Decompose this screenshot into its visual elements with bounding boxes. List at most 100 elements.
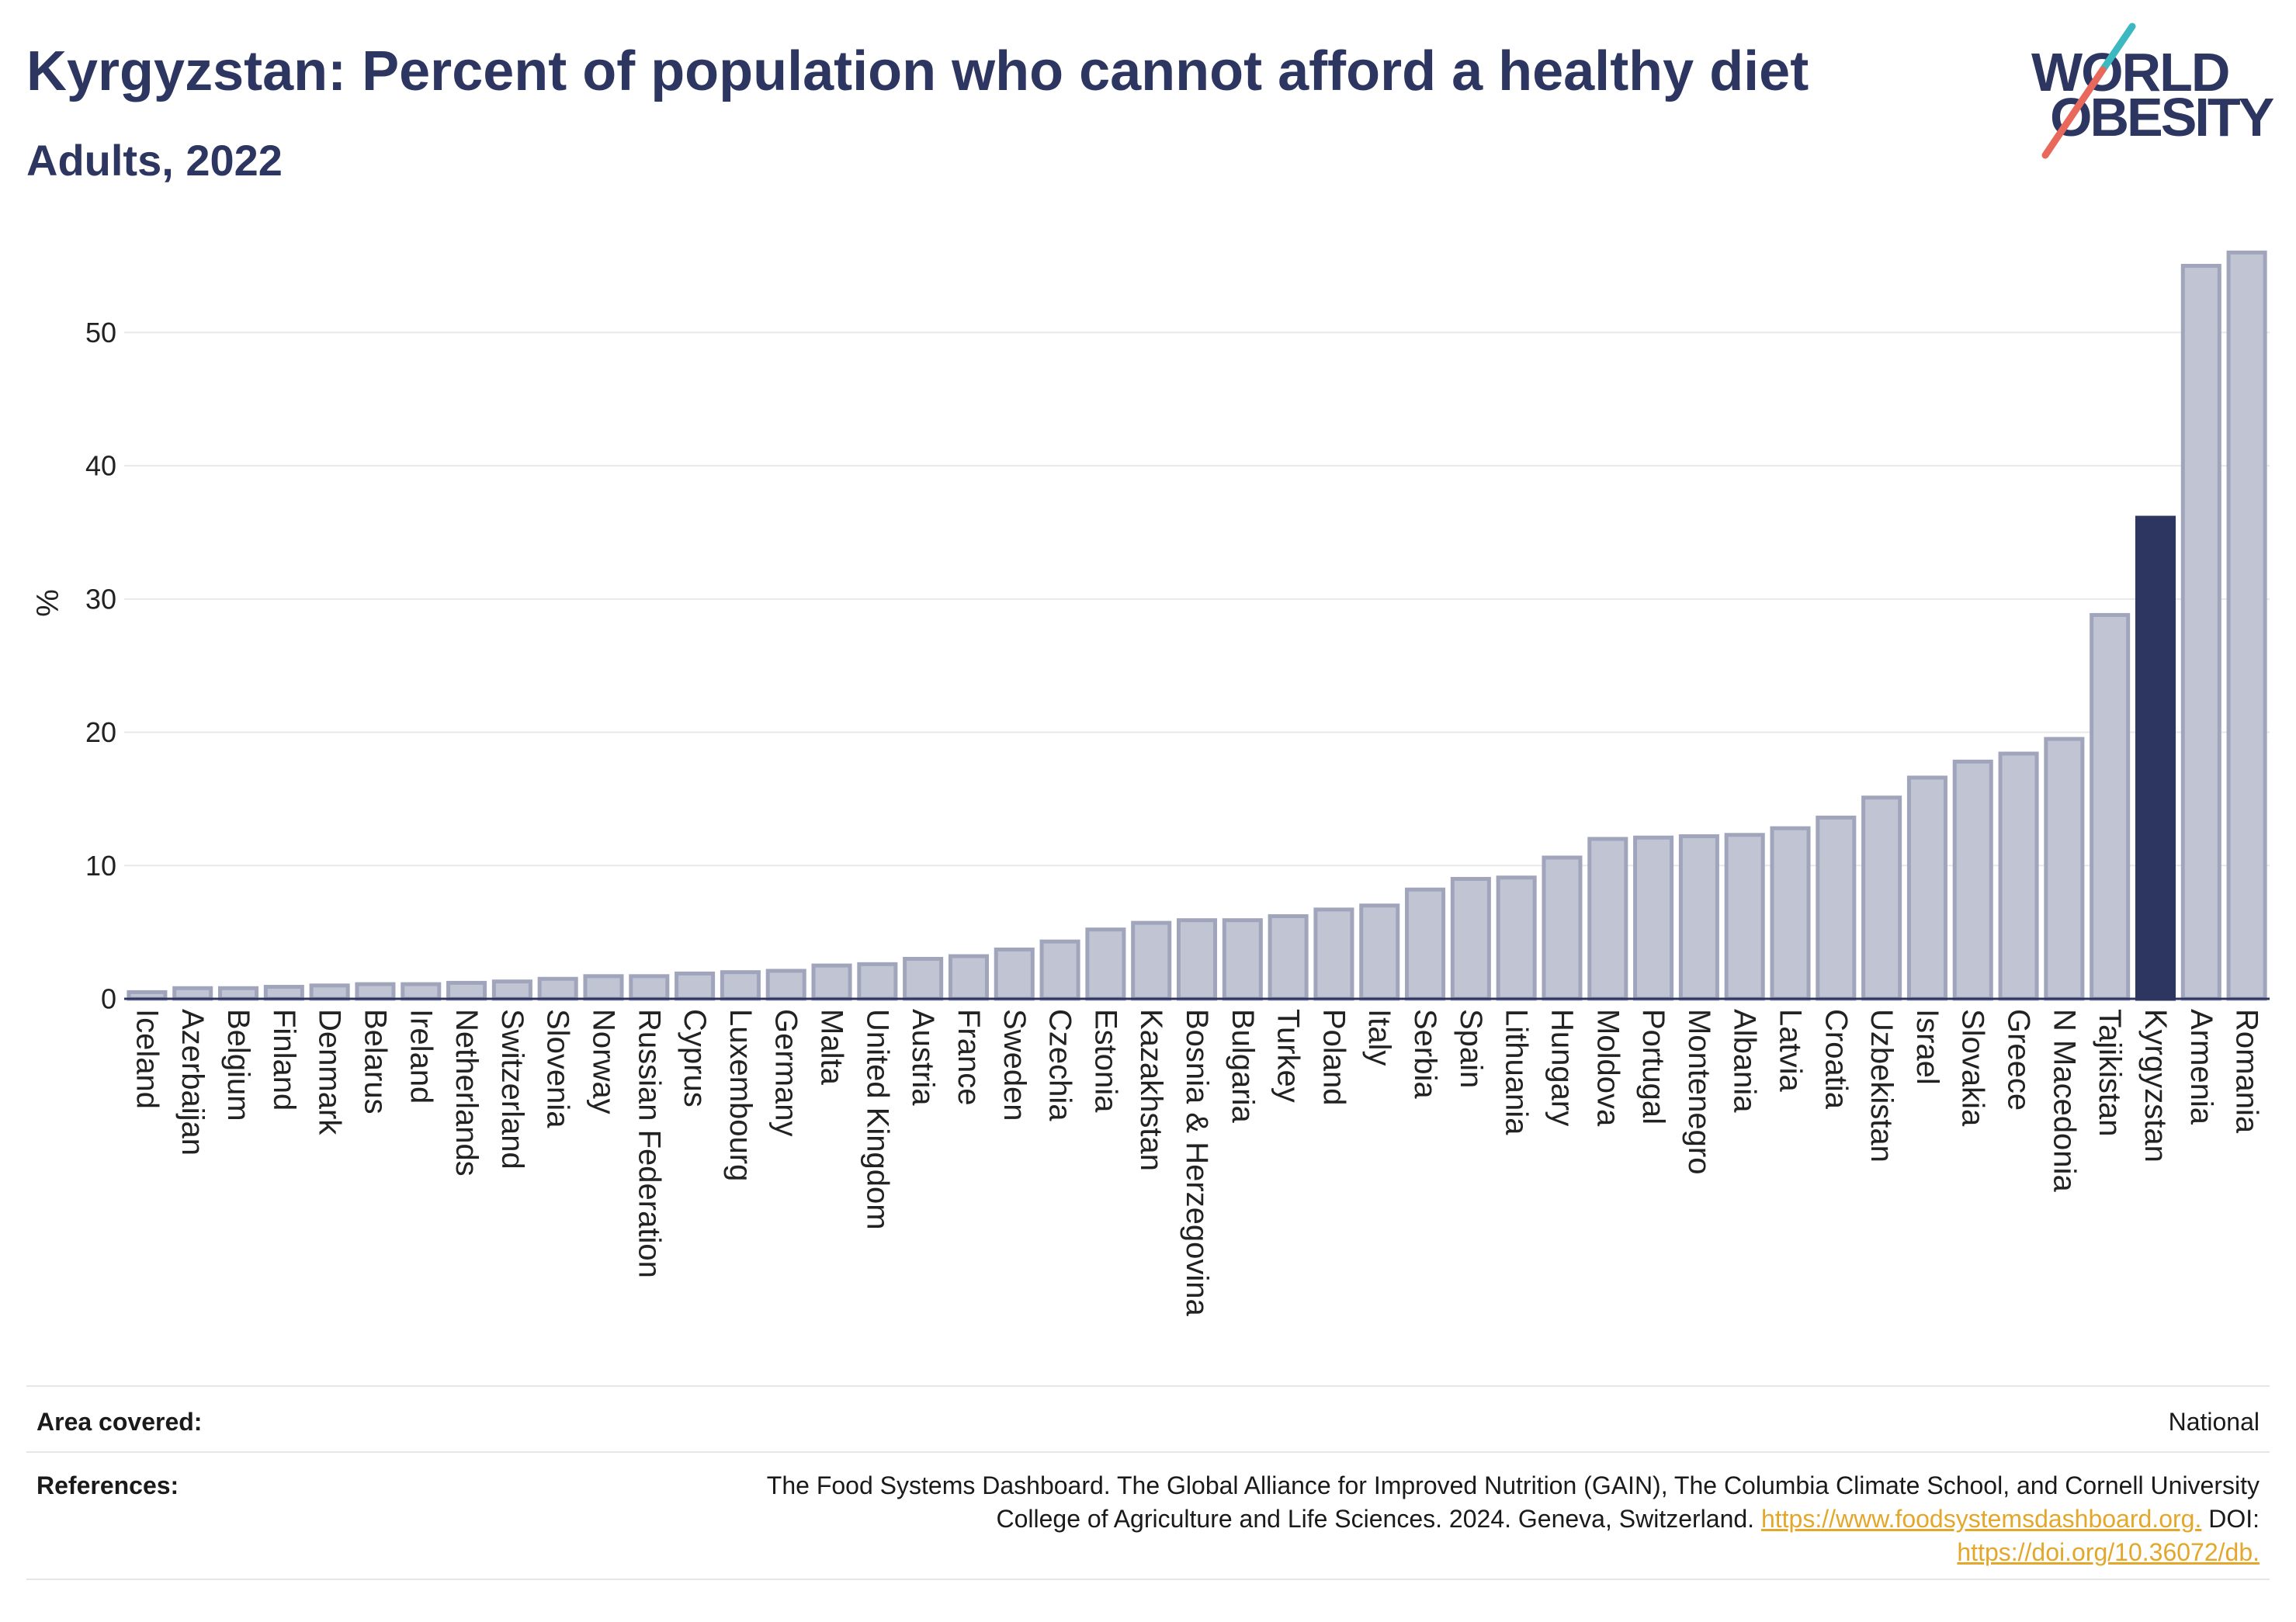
bar-norway bbox=[583, 974, 624, 1001]
x-tick-label-bulgaria: Bulgaria bbox=[1226, 1009, 1260, 1124]
footer-divider-bottom bbox=[26, 1579, 2270, 1580]
chart-title: Kyrgyzstan: Percent of population who ca… bbox=[26, 40, 1809, 102]
bar-france bbox=[948, 954, 989, 1001]
doi-link[interactable]: https://doi.org/10.36072/db. bbox=[1957, 1538, 2260, 1566]
area-covered-label: Area covered: bbox=[36, 1408, 203, 1436]
y-tick-label-40: 40 bbox=[85, 450, 116, 482]
x-tick-label-denmark: Denmark bbox=[313, 1009, 347, 1135]
bar-turkey bbox=[1268, 914, 1309, 1001]
bar-luxembourg bbox=[720, 970, 761, 1001]
bar-russian-federation bbox=[629, 974, 670, 1001]
bar-bosnia-and-herzegovina bbox=[1176, 918, 1218, 1001]
y-axis-ticks: 0 10 20 30 40 50 bbox=[85, 317, 116, 1015]
references-line-1: The Food Systems Dashboard. The Global A… bbox=[766, 1471, 2260, 1499]
x-tick-label-czechia: Czechia bbox=[1043, 1009, 1077, 1121]
bar-italy bbox=[1359, 903, 1400, 1001]
bar-serbia bbox=[1405, 887, 1446, 1001]
references-line-2: College of Agriculture and Life Sciences… bbox=[767, 1502, 2260, 1536]
x-tick-label-portugal: Portugal bbox=[1636, 1009, 1670, 1125]
bar-bulgaria bbox=[1222, 918, 1263, 1001]
x-tick-label-uzbekistan: Uzbekistan bbox=[1864, 1009, 1899, 1163]
food-systems-dashboard-link[interactable]: https://www.foodsystemsdashboard.org. bbox=[1760, 1505, 2202, 1533]
bar-spain bbox=[1450, 876, 1491, 1001]
x-tick-label-italy: Italy bbox=[1362, 1009, 1396, 1066]
bar-armenia bbox=[2180, 264, 2221, 1001]
bar-poland bbox=[1313, 907, 1354, 1001]
y-tick-label-30: 30 bbox=[85, 583, 116, 615]
x-tick-label-belarus: Belarus bbox=[358, 1009, 392, 1114]
bar-albania bbox=[1724, 833, 1765, 1001]
y-axis-label: % bbox=[31, 589, 65, 617]
x-tick-label-kyrgyzstan: Kyrgyzstan bbox=[2138, 1009, 2173, 1163]
bar-greece bbox=[1998, 751, 2039, 1001]
x-tick-label-tajikistan: Tajikistan bbox=[2093, 1009, 2127, 1137]
world-obesity-logo: WORLD OBESITY bbox=[2018, 16, 2282, 171]
x-tick-label-lithuania: Lithuania bbox=[1500, 1009, 1534, 1135]
y-tick-label-50: 50 bbox=[85, 317, 116, 348]
bar-slovenia bbox=[537, 976, 578, 1001]
area-covered-value: National bbox=[2168, 1408, 2260, 1436]
bar-montenegro bbox=[1678, 834, 1719, 1001]
bar-kazakhstan bbox=[1131, 920, 1172, 1001]
bars bbox=[127, 250, 2267, 1001]
bar-moldova bbox=[1587, 837, 1628, 1001]
bar-netherlands bbox=[446, 980, 487, 1001]
bar-belarus bbox=[355, 982, 396, 1001]
bar-sweden bbox=[994, 947, 1035, 1001]
bar-switzerland bbox=[491, 979, 532, 1001]
bar-belgium bbox=[217, 986, 259, 1001]
bar-denmark bbox=[309, 983, 350, 1001]
x-tick-label-estonia: Estonia bbox=[1088, 1009, 1122, 1113]
x-tick-label-ireland: Ireland bbox=[404, 1009, 438, 1104]
y-tick-label-10: 10 bbox=[85, 850, 116, 882]
x-tick-label-croatia: Croatia bbox=[1819, 1009, 1853, 1110]
x-tick-label-belgium: Belgium bbox=[221, 1009, 255, 1121]
x-tick-label-norway: Norway bbox=[586, 1009, 620, 1114]
bar-finland bbox=[263, 985, 304, 1001]
bar-united-kingdom bbox=[857, 962, 898, 1001]
x-tick-label-slovakia: Slovakia bbox=[1956, 1009, 1990, 1127]
x-tick-label-albania: Albania bbox=[1728, 1009, 1762, 1113]
footer-divider-middle bbox=[26, 1451, 2270, 1453]
x-tick-label-turkey: Turkey bbox=[1271, 1009, 1306, 1103]
bar-hungary bbox=[1542, 855, 1583, 1001]
x-tick-label-azerbaijan: Azerbaijan bbox=[175, 1009, 210, 1156]
x-tick-label-germany: Germany bbox=[769, 1009, 803, 1137]
x-tick-label-montenegro: Montenegro bbox=[1682, 1009, 1716, 1174]
x-tick-label-moldova: Moldova bbox=[1590, 1009, 1625, 1127]
bar-n-macedonia bbox=[2044, 736, 2085, 1001]
x-tick-label-kazakhstan: Kazakhstan bbox=[1134, 1009, 1168, 1171]
references-label: References: bbox=[36, 1471, 179, 1499]
gridlines bbox=[124, 331, 2270, 867]
logo-slash-icon bbox=[2041, 23, 2136, 159]
bar-azerbaijan bbox=[172, 986, 213, 1001]
chart-subtitle: Adults, 2022 bbox=[26, 136, 283, 185]
bar-austria bbox=[903, 956, 944, 1001]
logo-slash-top bbox=[2099, 23, 2136, 74]
y-tick-label-0: 0 bbox=[101, 983, 116, 1015]
bar-cyprus bbox=[675, 971, 716, 1001]
x-tick-label-poland: Poland bbox=[1316, 1009, 1351, 1106]
bar-czechia bbox=[1039, 939, 1080, 1001]
bar-romania bbox=[2226, 250, 2267, 1001]
bar-malta bbox=[811, 963, 852, 1001]
references-text: The Food Systems Dashboard. The Global A… bbox=[767, 1469, 2260, 1569]
x-tick-label-iceland: Iceland bbox=[130, 1009, 164, 1109]
references-line-2-text: College of Agriculture and Life Sciences… bbox=[996, 1505, 1755, 1533]
bar-tajikistan bbox=[2090, 612, 2131, 1001]
bar-uzbekistan bbox=[1861, 795, 1902, 1001]
bar-slovakia bbox=[1952, 759, 1993, 1001]
x-tick-label-finland: Finland bbox=[267, 1009, 301, 1111]
x-tick-label-serbia: Serbia bbox=[1408, 1009, 1442, 1099]
x-tick-label-israel: Israel bbox=[1910, 1009, 1944, 1085]
x-tick-label-greece: Greece bbox=[2002, 1009, 2036, 1111]
logo-word-obesity: OBESITY bbox=[2050, 87, 2274, 147]
bar-estonia bbox=[1085, 927, 1126, 1001]
bar-lithuania bbox=[1496, 875, 1537, 1001]
bar-kyrgyzstan bbox=[2135, 515, 2176, 1001]
bar-portugal bbox=[1633, 835, 1674, 1001]
x-tick-label-malta: Malta bbox=[815, 1009, 849, 1086]
references-line-3: https://doi.org/10.36072/db. bbox=[767, 1536, 2260, 1569]
x-tick-label-france: France bbox=[952, 1009, 986, 1106]
x-axis-ticks: Iceland Azerbaijan Belgium Finland Denmark Be… bbox=[130, 1009, 2263, 1317]
